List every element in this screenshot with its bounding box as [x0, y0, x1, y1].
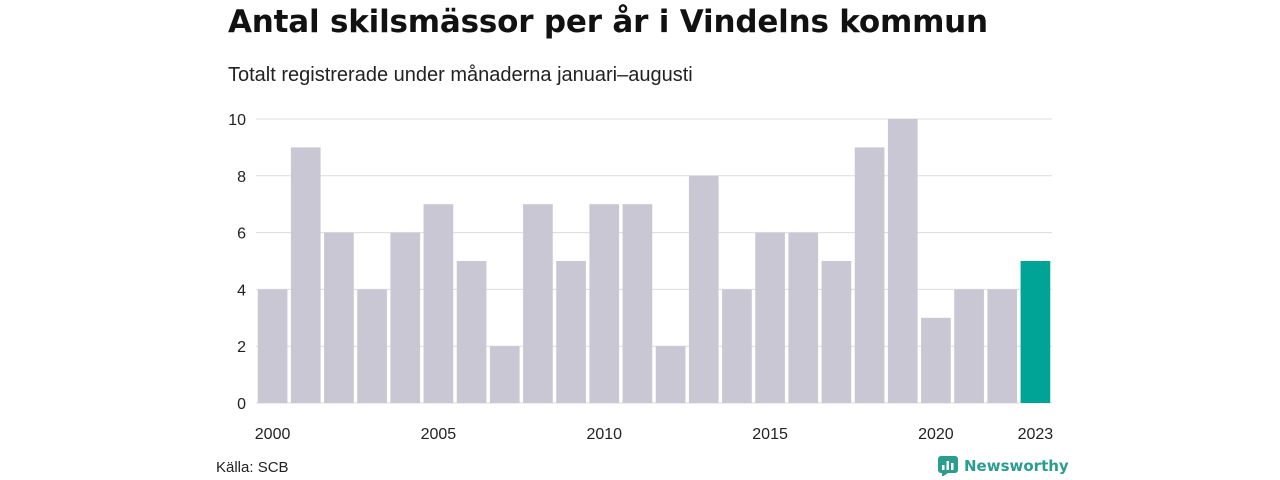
bar-2013 — [689, 176, 719, 403]
y-tick-label: 8 — [237, 169, 246, 186]
y-tick-label: 2 — [237, 339, 246, 356]
newsworthy-chart-icon — [938, 456, 958, 476]
bar-2006 — [457, 261, 487, 403]
newsworthy-logo: Newsworthy — [938, 456, 1069, 476]
y-tick-label: 4 — [237, 282, 246, 299]
y-tick-label: 6 — [237, 226, 246, 243]
x-tick-label: 2023 — [1018, 426, 1054, 443]
bar-2022 — [987, 289, 1017, 403]
source-note: Källa: SCB — [216, 459, 289, 476]
bar-2019 — [888, 119, 918, 403]
bar-2011 — [623, 204, 653, 403]
y-tick-label: 10 — [228, 112, 246, 129]
bar-2004 — [390, 233, 420, 403]
bar-2009 — [556, 261, 586, 403]
bar-2010 — [589, 204, 619, 403]
bar-2020 — [921, 318, 951, 403]
bar-2023 — [1021, 261, 1051, 403]
bar-2015 — [755, 233, 785, 403]
bar-2008 — [523, 204, 553, 403]
bar-2021 — [954, 289, 984, 403]
x-tick-label: 2005 — [421, 426, 457, 443]
bar-2005 — [424, 204, 454, 403]
x-tick-label: 2015 — [752, 426, 788, 443]
bar-2014 — [722, 289, 752, 403]
bar-2012 — [656, 346, 686, 403]
x-tick-label: 2010 — [586, 426, 622, 443]
bar-2017 — [822, 261, 852, 403]
bar-2007 — [490, 346, 520, 403]
brand-name: Newsworthy — [964, 457, 1069, 475]
bar-2002 — [324, 233, 354, 403]
bar-2018 — [855, 147, 885, 403]
x-tick-label: 2020 — [918, 426, 954, 443]
bar-2000 — [258, 289, 288, 403]
x-tick-label: 2000 — [255, 426, 291, 443]
bar-2003 — [357, 289, 387, 403]
bar-2016 — [788, 233, 818, 403]
bar-2001 — [291, 147, 321, 403]
y-tick-label: 0 — [237, 396, 246, 413]
